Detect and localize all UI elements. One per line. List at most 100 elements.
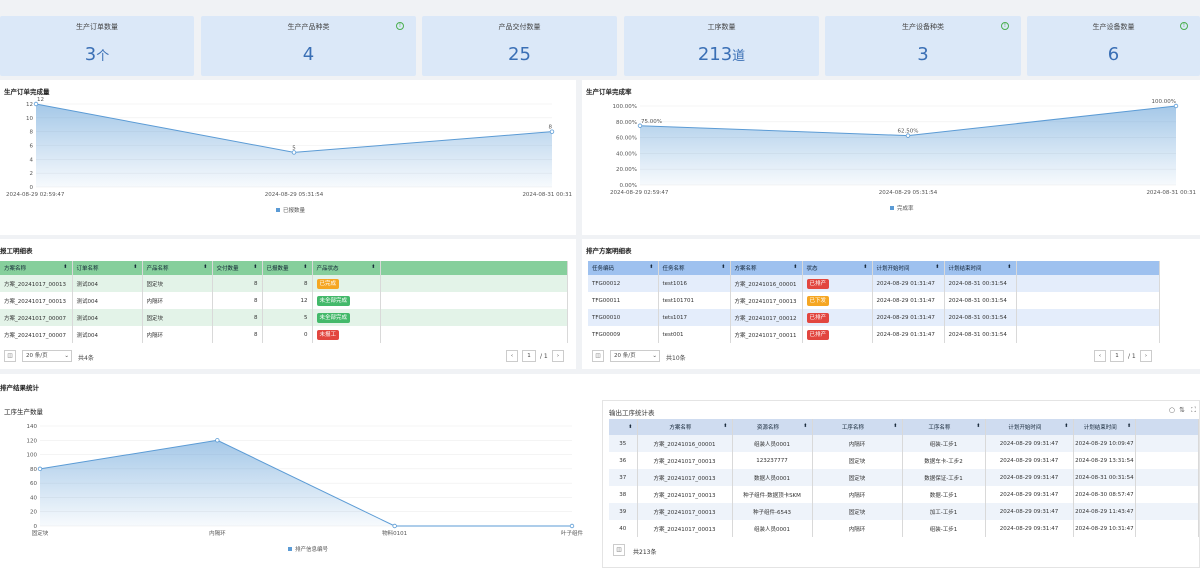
column-header[interactable]: 计划结束时间 ⬍ [1073, 419, 1137, 435]
sort-icon[interactable]: ⬍ [976, 423, 981, 429]
column-header[interactable]: 方案名称 ⬍ [730, 261, 803, 275]
legend-label[interactable]: 完成率 [897, 204, 914, 212]
sort-icon[interactable]: ⇅ [1179, 406, 1185, 414]
sort-icon[interactable]: ⬍ [721, 264, 726, 270]
table-row[interactable]: TFG00010 tets1017 方案_20241017_00012 已排产 2024… [588, 309, 1160, 326]
pager-icon[interactable]: ◫ [592, 350, 604, 362]
column-header[interactable]: 计划开始时间 ⬍ [985, 419, 1074, 435]
column-header[interactable]: 计划开始时间 ⬍ [872, 261, 945, 275]
table-row[interactable]: 40 方案_20241017_00013 组装人员0001 内隔环 组装-工步1 2024… [609, 520, 1199, 537]
data-point[interactable] [905, 133, 911, 138]
column-header[interactable]: 工序名称 ⬍ [812, 419, 903, 435]
table-row[interactable]: 39 方案_20241017_00013 种子组件-6543 固定块 加工-工步1 202… [609, 503, 1199, 520]
sort-icon[interactable]: ⬍ [371, 264, 376, 270]
fullscreen-icon[interactable]: ⛶ [1191, 406, 1196, 414]
refresh-icon[interactable]: ○ [1168, 406, 1175, 414]
chevron-right-icon[interactable]: › [552, 350, 564, 362]
info-icon[interactable]: ! [1180, 22, 1188, 30]
data-point[interactable] [37, 466, 43, 472]
sort-icon[interactable]: ⬍ [935, 264, 940, 270]
page-size-select[interactable]: 20 条/页 ⌄ [22, 350, 72, 362]
chevron-right-icon[interactable]: › [1140, 350, 1152, 362]
sort-icon[interactable]: ⬍ [893, 423, 898, 429]
sort-icon[interactable]: ⬍ [803, 423, 808, 429]
column-header[interactable]: 工序名称 ⬍ [902, 419, 986, 435]
column-header[interactable]: 状态 ⬍ [802, 261, 873, 275]
page-size-select[interactable]: 20 条/页 ⌄ [610, 350, 660, 362]
page-input[interactable]: 1 [1110, 350, 1124, 362]
table-row[interactable]: 36 方案_20241017_00013 123237777 固定块 数据车卡-工步2 2… [609, 452, 1199, 469]
table-row[interactable]: 37 方案_20241017_00013 数据人员0001 固定块 数据保证-工步1 20… [609, 469, 1199, 486]
sort-icon[interactable]: ⬍ [253, 264, 258, 270]
legend-label[interactable]: 已报数量 [283, 206, 306, 214]
column-header[interactable]: 任务名称 ⬍ [658, 261, 731, 275]
info-icon[interactable]: ! [1001, 22, 1009, 30]
legend-swatch[interactable] [288, 547, 292, 551]
sort-icon[interactable]: ⬍ [1007, 264, 1012, 270]
sort-icon[interactable]: ⬍ [1064, 423, 1069, 429]
column-header[interactable]: ⬍ [609, 419, 638, 435]
data-point[interactable] [569, 523, 575, 529]
info-icon[interactable]: ! [396, 22, 404, 30]
sort-icon[interactable]: ⬍ [303, 264, 308, 270]
table-row[interactable]: 方案_20241017_00013 测试004 固定块 8 8 已完成 [0, 275, 568, 292]
data-point[interactable] [549, 129, 555, 134]
table-cell: 已下发 [802, 292, 873, 309]
table-row[interactable]: 38 方案_20241017_00013 种子组件-数据顶卡SKM 内隔环 数据-工步1… [609, 486, 1199, 503]
data-point[interactable] [215, 438, 220, 443]
table-row[interactable]: 方案_20241017_00007 测试004 固定块 8 5 未全部完成 [0, 309, 568, 326]
column-header[interactable]: 订单名称 ⬍ [72, 261, 143, 275]
y-tick-label: 4 [30, 157, 34, 163]
column-header[interactable]: 方案名称 ⬍ [637, 419, 733, 435]
table-cell: 方案_20241017_00013 [0, 275, 73, 292]
table-row[interactable]: TFG00012 test1016 方案_20241016_00001 已排产 2024… [588, 275, 1160, 292]
sort-icon[interactable]: ⬍ [863, 264, 868, 270]
table-row[interactable]: TFG00011 test101701 方案_20241017_00013 已下发 20… [588, 292, 1160, 309]
table-cell: 种子组件-6543 [732, 503, 813, 520]
chevron-left-icon[interactable]: ‹ [506, 350, 518, 362]
column-header[interactable]: 已报数量 ⬍ [262, 261, 313, 275]
table-row[interactable]: 方案_20241017_00013 测试004 内隔环 8 12 未全部完成 [0, 292, 568, 309]
legend-swatch[interactable] [276, 208, 280, 212]
table-cell: 未全部完成 [312, 309, 381, 326]
sort-icon[interactable]: ⬍ [1127, 423, 1132, 429]
legend-label[interactable]: 排产信息编号 [295, 545, 329, 553]
order-table-wrap: 方案名称 ⬍ 订单名称 ⬍ 产品名称 ⬍ 交付数量 ⬍ 已报数量 ⬍ 产品状态 ⬍ 方案_202410… [0, 261, 568, 343]
sort-icon[interactable]: ⬍ [793, 264, 798, 270]
pager-icon[interactable]: ◫ [613, 544, 625, 556]
data-point[interactable] [1173, 103, 1179, 109]
data-point[interactable] [291, 150, 297, 155]
table-row[interactable]: TFG00009 test001 方案_20241017_00011 已排产 2024-… [588, 326, 1160, 343]
column-header[interactable]: 计划结束时间 ⬍ [944, 261, 1017, 275]
sort-icon[interactable]: ⬍ [133, 264, 138, 270]
sort-icon[interactable]: ⬍ [63, 264, 68, 270]
sort-icon[interactable]: ⬍ [649, 264, 654, 270]
column-header[interactable]: 产品状态 ⬍ [312, 261, 381, 275]
sort-icon[interactable]: ⬍ [203, 264, 208, 270]
legend-swatch[interactable] [890, 206, 894, 210]
table-cell: 内隔环 [812, 435, 903, 452]
table-cell: 35 [609, 435, 638, 452]
sort-icon[interactable]: ⬍ [628, 424, 633, 430]
page-input[interactable]: 1 [522, 350, 536, 362]
stat-label: 生产订单数量 [76, 23, 118, 31]
table-cell: 测试004 [72, 309, 143, 326]
data-point[interactable] [33, 101, 39, 107]
table-cell: 2024-08-31 00:31:54 [944, 292, 1017, 309]
column-header[interactable]: 任务编码 ⬍ [588, 261, 659, 275]
table-row[interactable]: 35 方案_20241016_00001 组装人员0001 内隔环 组装-工步1 2024… [609, 435, 1199, 452]
column-header[interactable]: 方案名称 ⬍ [0, 261, 73, 275]
sort-icon[interactable]: ⬍ [723, 423, 728, 429]
column-header[interactable]: 交付数量 ⬍ [212, 261, 263, 275]
pager-icon[interactable]: ◫ [4, 350, 16, 362]
table-cell: 方案_20241017_00013 [637, 452, 733, 469]
y-tick-label: 12 [26, 102, 33, 108]
data-point[interactable] [392, 523, 397, 529]
table-cell: 8 [212, 292, 263, 309]
column-header[interactable]: 产品名称 ⬍ [142, 261, 213, 275]
column-header[interactable]: 资源名称 ⬍ [732, 419, 813, 435]
data-point[interactable] [637, 123, 643, 128]
data-label: 12 [37, 97, 44, 103]
chevron-left-icon[interactable]: ‹ [1094, 350, 1106, 362]
table-row[interactable]: 方案_20241017_00007 测试004 内隔环 8 0 未报工 [0, 326, 568, 343]
